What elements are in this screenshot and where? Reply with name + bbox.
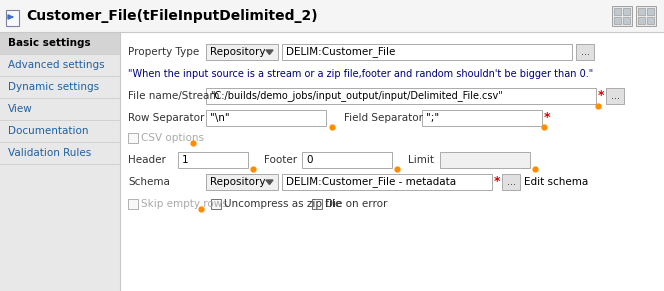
Text: ...: ... bbox=[580, 47, 590, 57]
Text: DELIM:Customer_File - metadata: DELIM:Customer_File - metadata bbox=[286, 177, 456, 187]
Bar bbox=[120, 32, 664, 291]
Polygon shape bbox=[266, 50, 273, 54]
Bar bbox=[623, 17, 630, 24]
Text: "When the input source is a stream or a zip file,footer and random shouldn't be : "When the input source is a stream or a … bbox=[128, 69, 593, 79]
Bar bbox=[440, 152, 530, 168]
Text: DELIM:Customer_File: DELIM:Customer_File bbox=[286, 47, 395, 57]
Text: Row Separator: Row Separator bbox=[128, 113, 205, 123]
Text: Header: Header bbox=[128, 155, 166, 165]
Bar bbox=[128, 133, 138, 143]
Bar bbox=[647, 8, 654, 15]
Text: Validation Rules: Validation Rules bbox=[8, 148, 91, 158]
Bar bbox=[128, 199, 138, 209]
Bar bbox=[0, 0, 664, 32]
Bar bbox=[0, 32, 120, 54]
Text: Advanced settings: Advanced settings bbox=[8, 60, 105, 70]
Bar bbox=[612, 6, 632, 26]
Bar bbox=[623, 8, 630, 15]
Bar bbox=[0, 98, 120, 120]
Text: Property Type: Property Type bbox=[128, 47, 199, 57]
Bar bbox=[636, 6, 656, 26]
Bar bbox=[206, 110, 326, 126]
Text: Edit schema: Edit schema bbox=[524, 177, 588, 187]
Text: Uncompress as zip file: Uncompress as zip file bbox=[224, 199, 341, 209]
Text: ";": ";" bbox=[426, 113, 439, 123]
Text: *: * bbox=[494, 175, 501, 189]
Bar bbox=[312, 199, 322, 209]
Text: Dynamic settings: Dynamic settings bbox=[8, 82, 99, 92]
Text: "\n": "\n" bbox=[210, 113, 230, 123]
Text: Repository: Repository bbox=[210, 47, 266, 57]
Bar bbox=[206, 44, 278, 60]
Bar bbox=[422, 110, 542, 126]
Bar bbox=[6, 10, 19, 26]
Bar bbox=[0, 32, 120, 291]
Text: Field Separator: Field Separator bbox=[344, 113, 423, 123]
Bar bbox=[576, 44, 594, 60]
Text: "C:/builds/demo_jobs/input_output/input/Delimited_File.csv": "C:/builds/demo_jobs/input_output/input/… bbox=[210, 91, 503, 102]
Bar bbox=[502, 174, 520, 190]
Text: *: * bbox=[544, 111, 550, 125]
Text: Die on error: Die on error bbox=[325, 199, 387, 209]
Text: Customer_File(tFileInputDelimited_2): Customer_File(tFileInputDelimited_2) bbox=[26, 9, 317, 23]
Text: *: * bbox=[598, 90, 604, 102]
Text: Skip empty rows: Skip empty rows bbox=[141, 199, 228, 209]
Bar bbox=[0, 54, 120, 76]
Text: Footer: Footer bbox=[264, 155, 297, 165]
Text: View: View bbox=[8, 104, 33, 114]
Bar bbox=[0, 76, 120, 98]
Bar bbox=[178, 152, 248, 168]
Text: Repository: Repository bbox=[210, 177, 266, 187]
Bar bbox=[206, 174, 278, 190]
Text: 0: 0 bbox=[306, 155, 313, 165]
Bar bbox=[614, 8, 621, 15]
Bar bbox=[638, 8, 645, 15]
Text: Basic settings: Basic settings bbox=[8, 38, 90, 48]
Polygon shape bbox=[266, 180, 273, 184]
Bar bbox=[614, 17, 621, 24]
Bar bbox=[0, 120, 120, 142]
Bar bbox=[647, 17, 654, 24]
Bar bbox=[302, 152, 392, 168]
Text: Limit: Limit bbox=[408, 155, 434, 165]
Text: File name/Stream: File name/Stream bbox=[128, 91, 220, 101]
Bar bbox=[0, 142, 120, 164]
Bar bbox=[282, 174, 492, 190]
Bar bbox=[206, 88, 596, 104]
Text: Schema: Schema bbox=[128, 177, 170, 187]
Bar bbox=[282, 44, 572, 60]
Bar bbox=[638, 17, 645, 24]
Text: Documentation: Documentation bbox=[8, 126, 88, 136]
Text: CSV options: CSV options bbox=[141, 133, 204, 143]
Text: 1: 1 bbox=[182, 155, 189, 165]
Text: ...: ... bbox=[507, 177, 515, 187]
Bar bbox=[211, 199, 221, 209]
Bar bbox=[606, 88, 624, 104]
Text: ...: ... bbox=[610, 91, 620, 101]
